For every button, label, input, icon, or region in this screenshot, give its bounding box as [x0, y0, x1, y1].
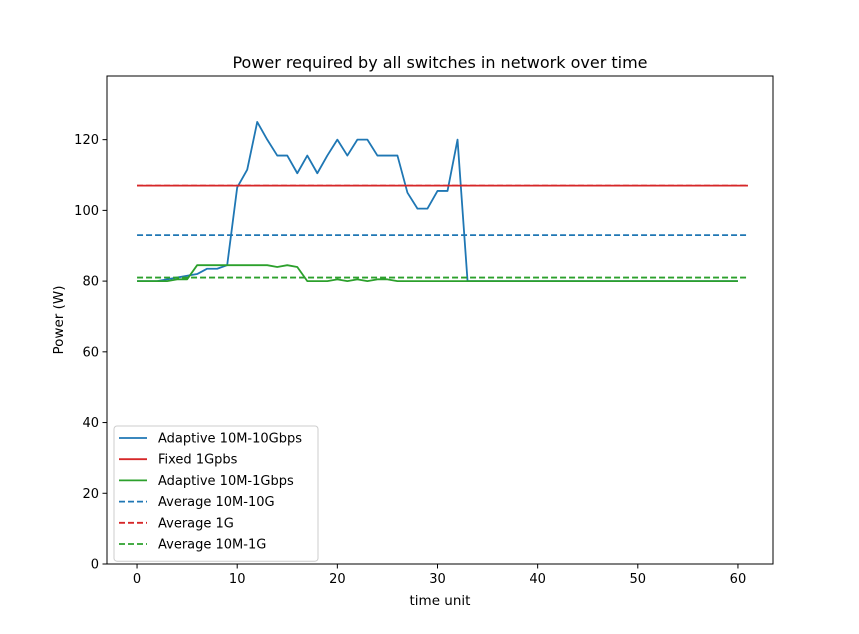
plot-area: [137, 121, 748, 283]
legend-entry: Fixed 1Gpbs: [158, 453, 238, 468]
plot-frame: [106, 75, 774, 565]
y-tick-label: 0: [91, 558, 99, 573]
y-tick-label: 120: [74, 133, 99, 148]
x-tick-label: 30: [429, 572, 446, 587]
x-tick-label: 60: [730, 572, 747, 587]
y-tick-label: 60: [82, 345, 99, 360]
legend-entry: Adaptive 10M-1Gbps: [158, 474, 294, 489]
x-tick-label: 10: [229, 572, 246, 587]
series-line-3: [137, 264, 738, 283]
y-tick-label: 100: [74, 204, 99, 219]
chart-title: Power required by all switches in networ…: [232, 53, 647, 72]
series-line-1: [137, 121, 738, 283]
legend: Adaptive 10M-10Gbps Fixed 1Gpbs Adaptive 1…: [113, 425, 319, 562]
y-tick-label: 80: [82, 275, 99, 290]
legend-entry: Average 10M-1G: [158, 538, 266, 553]
x-tick-label: 40: [529, 572, 546, 587]
legend-box: [113, 425, 319, 562]
x-tick-label: 50: [630, 572, 647, 587]
y-tick-label: 20: [82, 487, 99, 502]
legend-entry: Average 10M-10G: [158, 495, 275, 510]
y-axis-label: Power (W): [51, 286, 67, 355]
x-tick-label: 20: [329, 572, 346, 587]
x-axis-label: time unit: [410, 593, 471, 609]
x-tick-label: 0: [133, 572, 141, 587]
legend-entry: Adaptive 10M-10Gbps: [158, 432, 302, 447]
y-tick-label: 40: [82, 416, 99, 431]
legend-entry: Average 1G: [158, 516, 234, 531]
